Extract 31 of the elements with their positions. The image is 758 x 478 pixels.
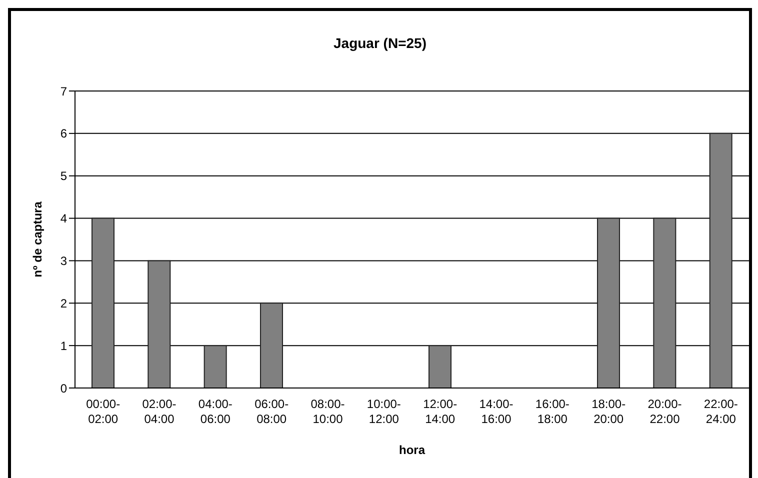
- x-tick-label: 00:00-02:00: [86, 397, 120, 426]
- x-tick-label: 10:00-12:00: [366, 397, 401, 426]
- bar: [148, 260, 171, 388]
- x-tick-label: 06:00-08:00: [254, 397, 289, 426]
- y-tick-label: 1: [60, 338, 68, 353]
- y-tick-label: 2: [60, 296, 68, 310]
- bar: [653, 218, 676, 388]
- x-tick-label: 04:00-06:00: [198, 397, 232, 426]
- y-tick-label: 0: [60, 381, 68, 396]
- bar: [597, 218, 620, 388]
- bar: [204, 345, 227, 388]
- y-axis-title: nº de captura: [30, 201, 44, 278]
- x-tick-label: 08:00-10:00: [310, 397, 345, 426]
- y-tick-label: 6: [60, 126, 68, 141]
- bar: [260, 302, 283, 388]
- chart-title: Jaguar (N=25): [332, 35, 428, 51]
- x-tick-label: 16:00-18:00: [535, 397, 570, 426]
- y-tick-label: 4: [60, 212, 68, 226]
- x-axis-title: hora: [398, 443, 426, 457]
- y-tick-label: 7: [60, 84, 68, 98]
- x-tick-label: 14:00-16:00: [479, 397, 514, 426]
- bar: [428, 345, 452, 388]
- bar: [92, 218, 114, 388]
- bar: [709, 132, 732, 388]
- x-tick-label: 12:00-14:00: [423, 397, 458, 426]
- x-tick-label: 02:00-04:00: [142, 397, 176, 426]
- y-tick-label: 5: [60, 169, 68, 184]
- x-tick-label: 22:00-24:00: [704, 397, 738, 426]
- x-tick-label: 18:00-20:00: [592, 397, 626, 426]
- x-tick-label: 20:00-22:00: [648, 397, 682, 426]
- y-tick-label: 3: [60, 254, 68, 268]
